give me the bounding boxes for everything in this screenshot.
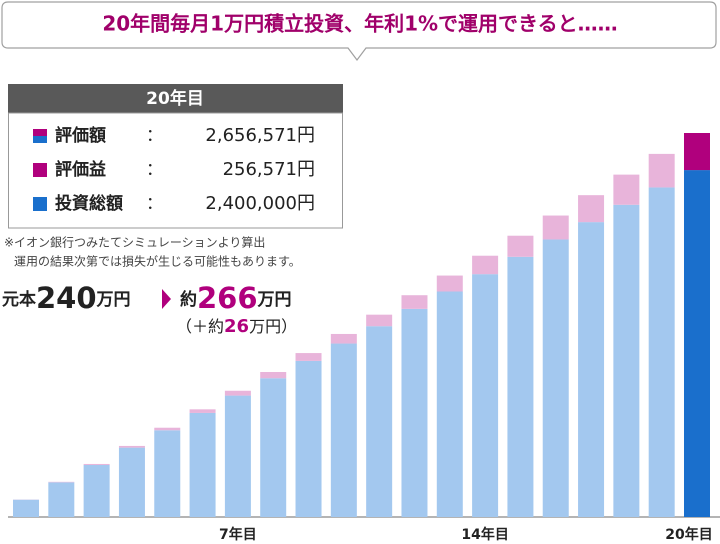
x-tick-label: 20年目: [665, 526, 712, 543]
bar: [366, 314, 393, 327]
note: 運用の結果次第では損失が生じる可能性もあります。: [14, 254, 301, 269]
summary-value: 2,400,000円: [205, 193, 315, 214]
bar: [613, 174, 640, 205]
bar: [154, 427, 181, 431]
annotation-text: 約: [180, 289, 197, 310]
bar: [118, 445, 145, 448]
bar: [13, 499, 39, 517]
separator: ：: [146, 194, 163, 214]
bar: [330, 333, 357, 344]
bar: [542, 239, 569, 517]
bar: [83, 463, 110, 465]
separator: ：: [146, 160, 163, 180]
summary-value: 2,656,571円: [205, 125, 315, 146]
bar: [401, 295, 428, 309]
bar: [507, 235, 534, 257]
bar: [436, 291, 463, 517]
legend-icons: [33, 129, 47, 211]
bar: [154, 430, 181, 517]
bar: [684, 170, 710, 518]
bar: [260, 378, 287, 517]
bar: [189, 409, 216, 413]
summary-value: 256,571円: [223, 159, 315, 180]
summary-label: 評価額: [55, 125, 106, 146]
bar: [578, 195, 605, 223]
x-tick-label: 7年目: [219, 526, 257, 543]
bar: [224, 390, 251, 396]
legend-icon: [33, 197, 47, 211]
legend-icon: [33, 136, 47, 143]
bar: [648, 153, 675, 188]
bar: [542, 215, 569, 240]
summary-header: 20年目: [146, 88, 204, 109]
legend-label: 評価益: [55, 159, 106, 180]
legend-icon: [33, 163, 47, 177]
bar: [472, 255, 499, 275]
bar: [118, 447, 145, 517]
bar: [330, 343, 357, 517]
note: ※イオン銀行つみたてシミュレーションより算出: [4, 235, 265, 250]
summary-header-bg: [8, 84, 343, 113]
legend-label: 投資総額: [55, 193, 123, 214]
annotation-text: 万円: [96, 290, 131, 310]
legend-icon: [33, 129, 47, 136]
bar: [436, 275, 463, 292]
bar: [578, 222, 605, 517]
annotation: 約266万円: [180, 281, 292, 315]
bar: [224, 395, 251, 517]
annotation-text: 万円: [257, 290, 292, 310]
separator: ：: [146, 126, 163, 146]
bar: [83, 464, 110, 517]
chart-title: 20年間毎月1万円積立投資、年利1%で運用できると……: [102, 12, 617, 36]
bar: [366, 326, 393, 517]
annotation: 元本240万円: [2, 281, 131, 315]
annotation-text: （＋約: [176, 317, 224, 336]
annotation: （＋約26万円）: [176, 316, 297, 337]
arrow: [162, 289, 171, 309]
bar: [295, 360, 322, 517]
bar: [507, 256, 534, 517]
bar: [684, 133, 710, 171]
bar: [648, 187, 675, 517]
x-tick-label: 14年目: [461, 526, 508, 543]
bar: [472, 274, 499, 517]
bar: [295, 353, 322, 361]
annotation-text: 元本: [2, 289, 36, 310]
bar: [260, 372, 287, 379]
annotation-number: 26: [224, 316, 249, 337]
annotation-text: 万円）: [249, 317, 297, 336]
annotation-number: 240: [36, 281, 97, 315]
bar: [189, 412, 216, 517]
summary-box: [8, 112, 343, 229]
bar: [613, 204, 640, 518]
callout: [1, 1, 717, 61]
bar: [48, 482, 75, 517]
bar: [401, 308, 428, 517]
annotation-number: 266: [197, 281, 258, 315]
